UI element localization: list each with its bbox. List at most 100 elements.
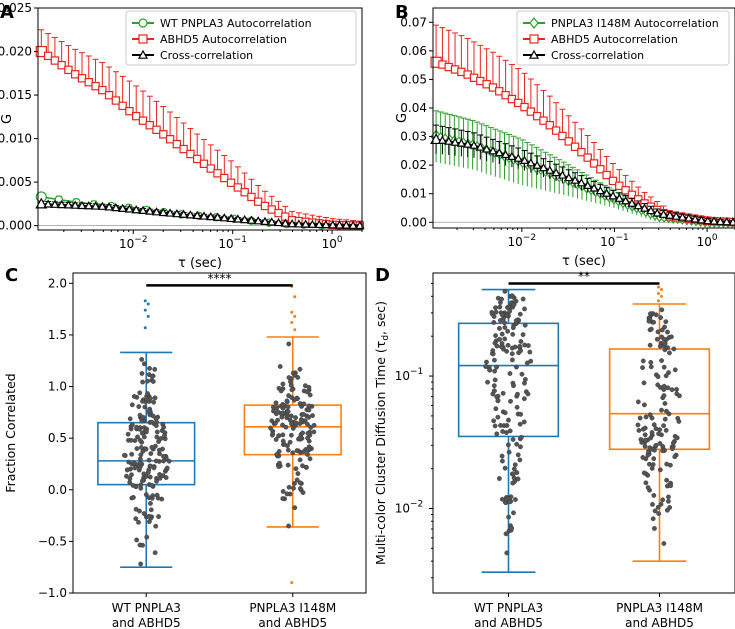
swarm-point: [293, 466, 299, 472]
swarm-point: [522, 322, 528, 328]
marker-triangle: [185, 210, 196, 219]
swarm-point: [647, 342, 653, 348]
marker-square: [91, 81, 100, 91]
marker-square: [267, 205, 276, 214]
swarm-point: [124, 467, 130, 473]
panel-a: 0.000 0.005 0.010 0.015 0.020 0.025 10−2 10−1 10…: [0, 1, 365, 271]
x-tick-label: 10−2: [508, 233, 537, 249]
swarm-point: [280, 381, 286, 387]
swarm-point: [651, 493, 657, 498]
box-i148m: [608, 285, 711, 562]
swarm-point: [648, 435, 654, 441]
swarm-point: [141, 361, 147, 367]
swarm-point: [139, 357, 145, 362]
swarm-point: [280, 438, 286, 444]
swarm-point: [300, 430, 305, 436]
swarm-point: [295, 375, 301, 380]
swarm-point: [652, 526, 657, 531]
legend-box: [125, 10, 357, 66]
marker-triangle: [608, 191, 618, 200]
swarm-point: [502, 336, 508, 342]
swarm-point: [524, 360, 530, 366]
swarm-point: [662, 341, 668, 346]
outlier-point: [293, 328, 297, 332]
swarm-point: [648, 364, 654, 370]
swarm-point: [277, 460, 282, 466]
marker-circle: [54, 195, 64, 204]
marker-diamond: [529, 17, 539, 29]
swarm-point: [672, 454, 678, 460]
swarm-point: [645, 452, 651, 458]
swarm-point: [499, 341, 505, 346]
swarm-point: [139, 430, 145, 436]
swarm-point: [666, 411, 672, 417]
swarm-point: [276, 433, 282, 439]
swarm-point: [150, 493, 156, 499]
swarm-point: [153, 423, 159, 429]
marker-square: [165, 135, 175, 144]
marker-triangle: [314, 219, 324, 229]
marker-triangle: [557, 170, 568, 179]
marker-triangle: [715, 216, 725, 226]
swarm-point: [511, 466, 517, 472]
swarm-point: [642, 402, 647, 408]
swarm-point: [649, 415, 655, 421]
swarm-point: [306, 407, 312, 413]
swarm-point: [504, 423, 510, 428]
swarm-point: [134, 446, 140, 451]
marker-square: [84, 78, 93, 87]
swarm-point: [286, 523, 291, 529]
marker-triangle: [70, 200, 80, 209]
swarm-point: [521, 419, 527, 425]
y-tick-label: 0.00: [400, 215, 427, 229]
swarm-point: [492, 368, 498, 374]
swarm-point: [635, 422, 641, 428]
panel-b: 0.00 0.01 0.02 0.03 0.04 0.05 0.06 0.07 10−2 10−1…: [395, 2, 735, 269]
swarm-point: [149, 419, 155, 425]
swarm-point: [141, 511, 147, 516]
marker-square: [226, 178, 236, 187]
swarm-point: [497, 326, 502, 331]
swarm-point: [643, 480, 649, 486]
swarm-point: [290, 450, 296, 456]
swarm-point: [146, 409, 152, 415]
swarm-point: [295, 471, 301, 476]
marker-triangle: [665, 210, 675, 219]
swarm-point: [148, 451, 154, 456]
marker-square: [159, 130, 168, 139]
y-tick-label: 10−1: [395, 367, 424, 383]
y-tick-label: 0.005: [0, 175, 32, 189]
swarm-point: [280, 402, 286, 407]
swarm-point: [280, 386, 286, 392]
swarm-point: [502, 465, 508, 471]
y-tick-label: 1.5: [48, 328, 67, 342]
swarm-point: [635, 399, 641, 405]
swarm-point: [130, 483, 136, 488]
marker-square: [98, 85, 107, 95]
marker-triangle: [500, 149, 511, 159]
swarm-point: [513, 497, 518, 502]
swarm-point: [127, 416, 133, 422]
y-tick-label: 0.025: [0, 1, 32, 15]
swarm-point: [661, 383, 667, 389]
y-tick-label: 0.04: [400, 101, 427, 115]
swarm-point: [651, 456, 657, 462]
swarm-point: [137, 426, 143, 432]
swarm-point: [135, 434, 140, 440]
swarm-point: [306, 403, 312, 409]
swarm-point: [518, 339, 524, 344]
swarm-point: [121, 452, 127, 458]
marker-triangle: [131, 205, 141, 214]
swarm-point: [297, 480, 303, 486]
marker-triangle: [722, 217, 732, 226]
marker-triangle: [564, 172, 574, 182]
swarm-point: [268, 425, 273, 431]
marker-triangle: [507, 151, 517, 160]
swarm-point: [642, 437, 648, 443]
swarm-point: [656, 511, 662, 517]
y-axis-label: G: [0, 114, 15, 124]
swarm-point: [669, 387, 675, 393]
swarm-point: [517, 457, 523, 463]
marker-square: [43, 51, 53, 61]
marker-square: [596, 165, 605, 174]
